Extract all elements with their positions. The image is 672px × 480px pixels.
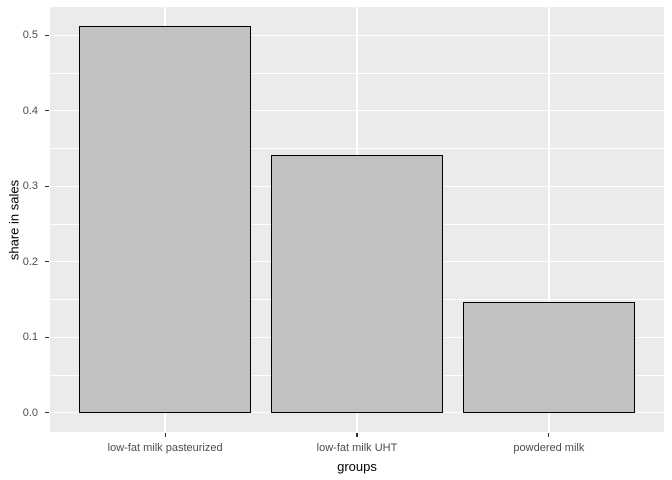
x-axis-title: groups	[337, 459, 377, 474]
y-tick-mark-0.1	[44, 336, 49, 338]
x-tick-mark-low-fat-milk-pasteurized	[164, 433, 166, 437]
y-tick-mark-0.2	[44, 261, 49, 263]
bar-low-fat-milk-uht	[270, 155, 444, 413]
y-tick-mark-0.5	[44, 34, 49, 36]
y-tick-label-0.4: 0.4	[22, 104, 38, 117]
y-tick-mark-0.3	[44, 185, 49, 187]
x-tick-label-powdered-milk: powdered milk	[513, 442, 585, 454]
y-tick-label-0.5: 0.5	[22, 29, 38, 42]
x-tick-mark-powdered-milk	[548, 433, 550, 437]
y-axis-title: share in sales	[6, 179, 22, 261]
y-tick-mark-0.4	[44, 110, 49, 112]
plot-panel	[50, 7, 664, 432]
y-tick-label-0.2: 0.2	[22, 255, 38, 268]
bar-powdered-milk	[462, 301, 636, 413]
y-tick-label-0.3: 0.3	[22, 180, 38, 193]
x-tick-label-low-fat-milk-uht: low-fat milk UHT	[316, 442, 398, 454]
y-tick-label-0.1: 0.1	[22, 331, 38, 344]
gridline-major-x-powdered-milk	[548, 7, 550, 432]
y-tick-label-0: 0.0	[22, 406, 38, 419]
y-tick-mark-0	[44, 412, 49, 414]
bar-low-fat-milk-pasteurized	[78, 26, 252, 413]
x-tick-mark-low-fat-milk-uht	[356, 433, 358, 437]
x-tick-label-low-fat-milk-pasteurized: low-fat milk pasteurized	[107, 442, 223, 454]
